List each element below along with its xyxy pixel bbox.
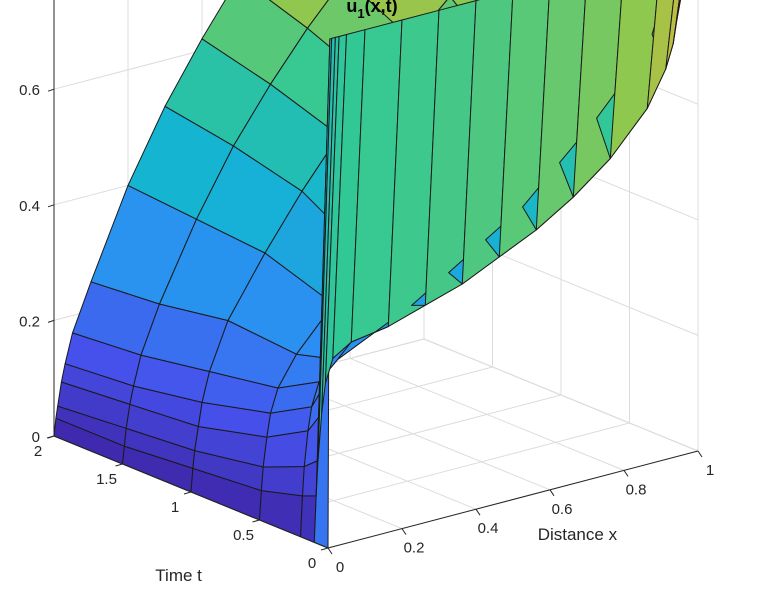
y-tick-mark: [115, 463, 123, 467]
surface-patch: [259, 490, 303, 538]
x-tick-label: 0.8: [626, 481, 647, 498]
chart-title: u1(x,t): [346, 0, 397, 21]
x-tick-mark: [327, 547, 333, 555]
z-tick-label: 0.2: [19, 313, 40, 330]
x-axis-line: [327, 450, 699, 549]
z-tick-label: 0.6: [19, 82, 40, 99]
z-tick-mark: [47, 204, 55, 208]
y-tick-label: 1: [171, 499, 179, 516]
x-tick-mark: [549, 489, 555, 497]
x-tick-label: 0: [336, 559, 344, 576]
z-tick-mark: [47, 319, 55, 323]
x-axis-label: Distance x: [538, 525, 618, 544]
surface-patch: [260, 466, 305, 497]
y-tick-label: 2: [34, 443, 42, 460]
surface-patch: [300, 495, 317, 543]
y-axis-label: Time t: [155, 566, 202, 585]
z-tick-mark: [47, 88, 55, 92]
y-tick-label: 0: [308, 555, 316, 572]
y-tick-mark: [252, 519, 260, 523]
surface-mesh: [53, 0, 681, 549]
y-tick-label: 0.5: [233, 527, 254, 544]
y-tick-mark: [183, 491, 192, 495]
x-tick-mark: [623, 470, 629, 477]
x-tick-label: 0.6: [552, 501, 573, 518]
surface-patch: [268, 0, 329, 29]
x-tick-mark: [475, 508, 481, 516]
x-tick-mark: [697, 450, 703, 458]
z-tick-label: 0: [32, 429, 40, 446]
surface-patch: [676, 0, 681, 21]
z-tick-mark: [47, 435, 55, 439]
x-tick-mark: [401, 528, 407, 535]
x-tick-label: 0.2: [404, 540, 425, 557]
z-tick-label: 0.4: [19, 198, 40, 215]
y-tick-mark: [320, 547, 329, 551]
x-tick-label: 1: [706, 462, 714, 479]
x-tick-label: 0.4: [478, 520, 499, 537]
y-tick-label: 1.5: [96, 471, 117, 488]
